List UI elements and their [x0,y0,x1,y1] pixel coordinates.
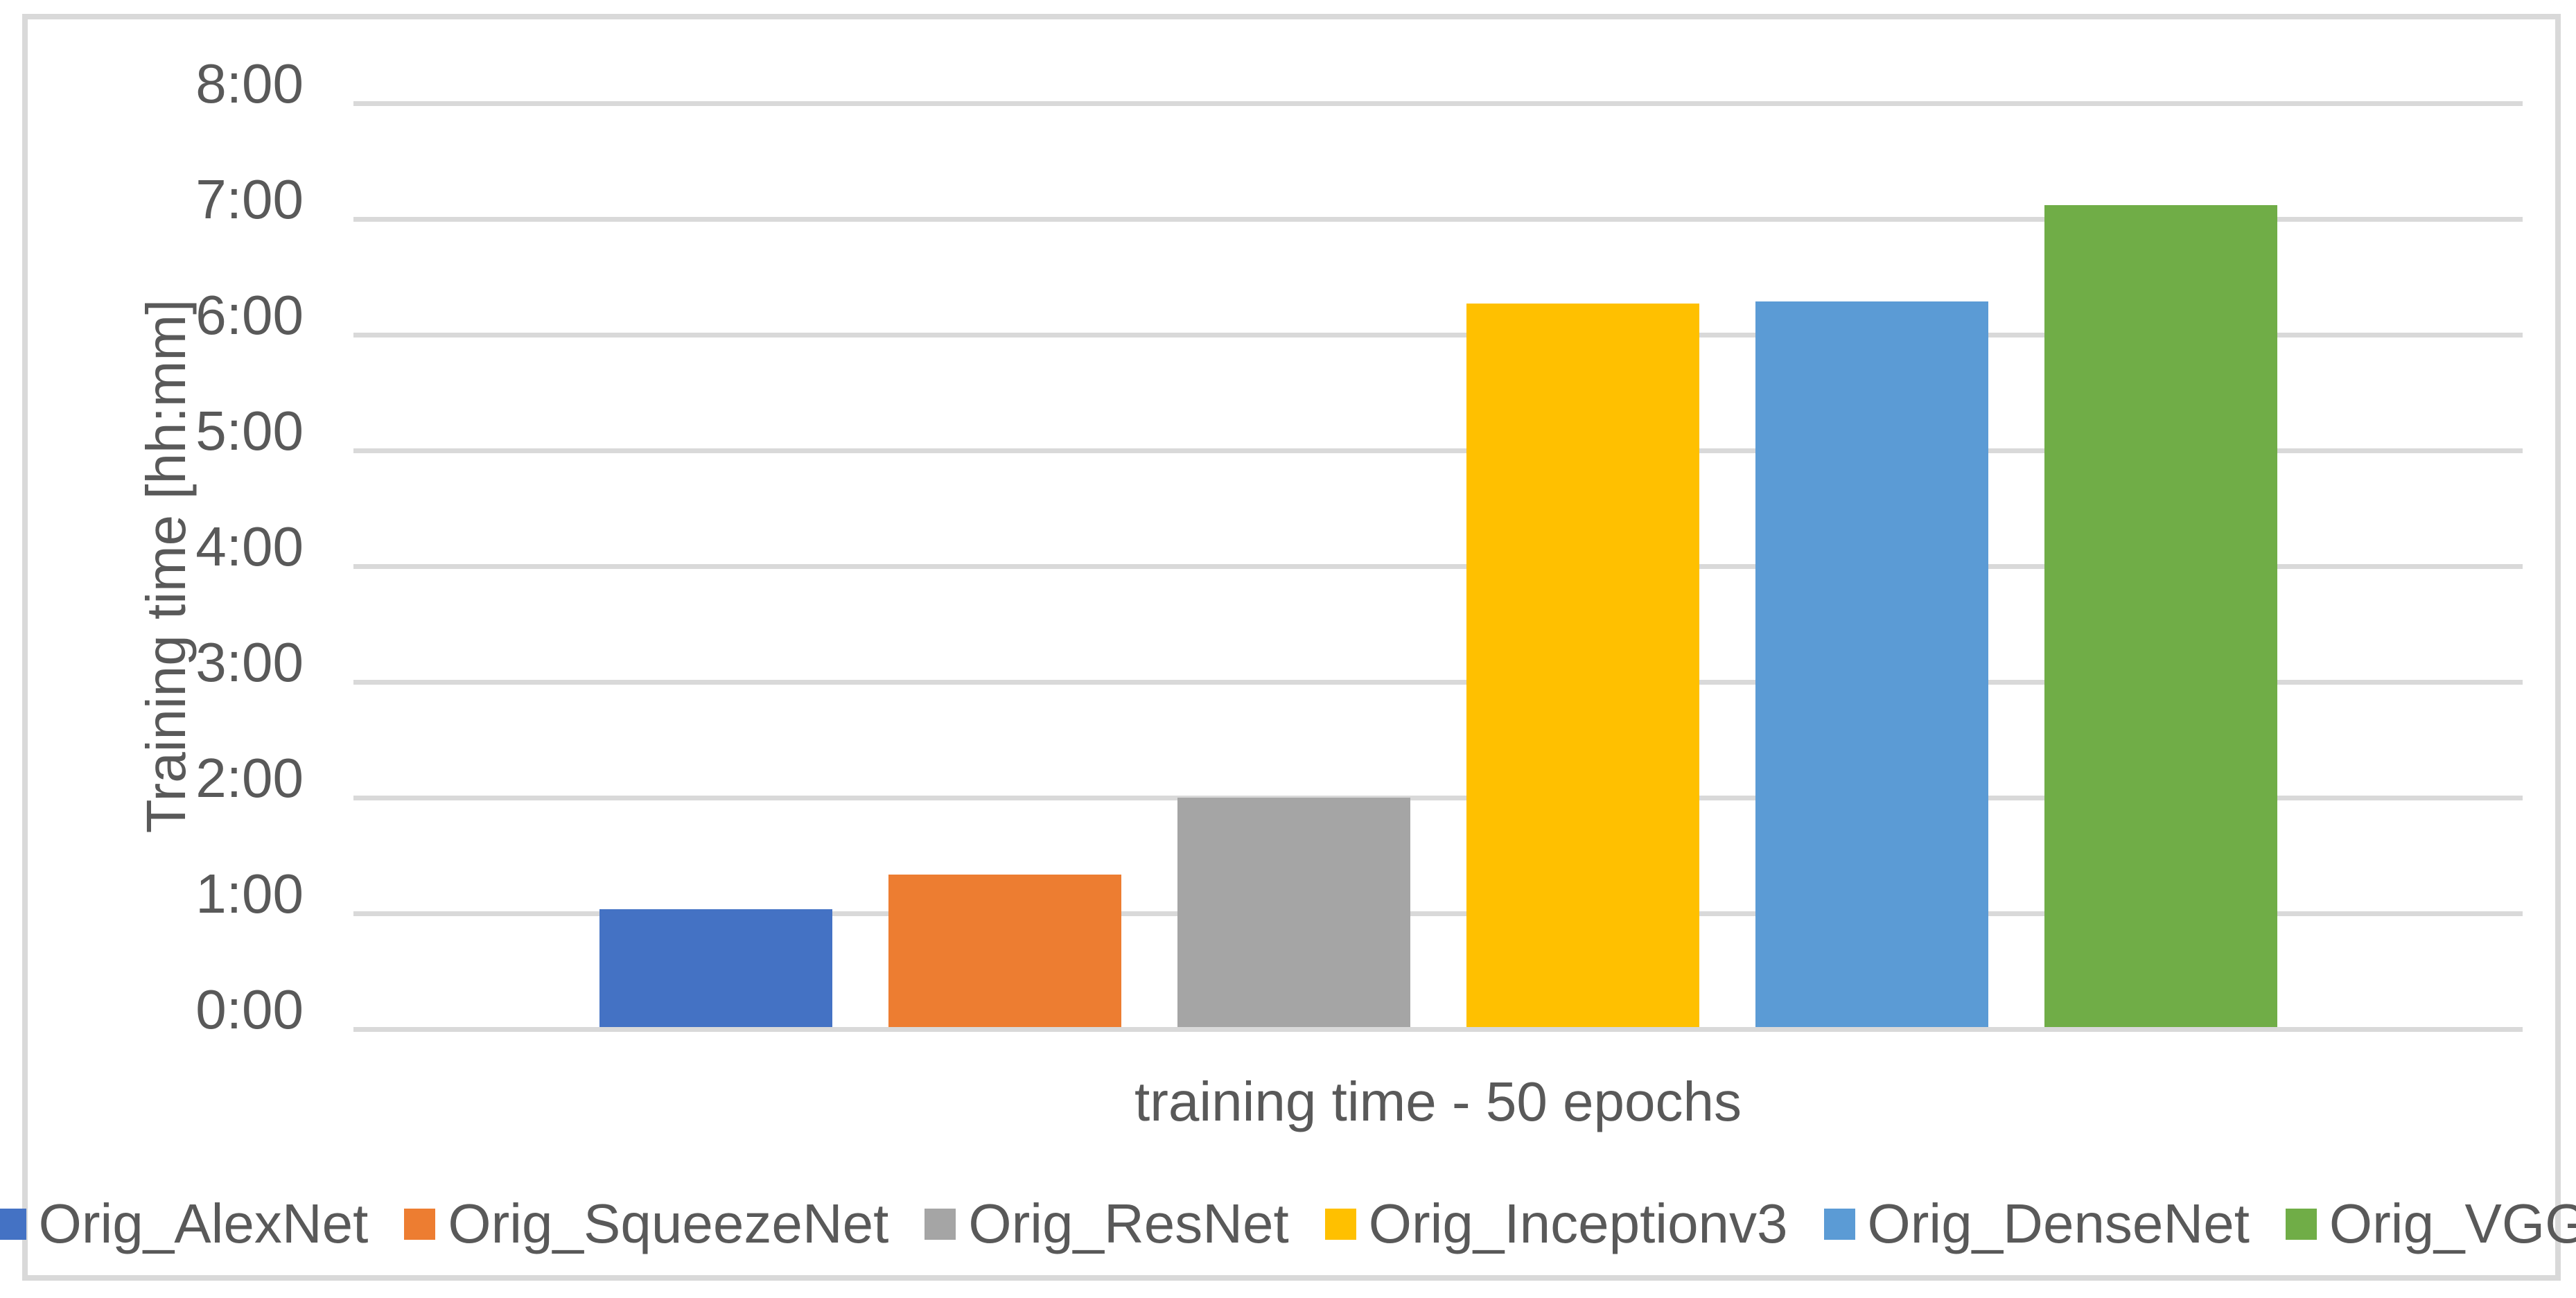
legend-label: Orig_VGG [2329,1193,2576,1254]
x-axis-label: training time - 50 epochs [1134,1071,1742,1132]
gridline-300 [353,680,2523,685]
gridline-600 [353,333,2523,337]
bar-orig_inceptionv3 [1466,304,1699,1027]
y-tick-label: 7:00 [195,168,304,230]
y-tick-label: 5:00 [195,400,304,462]
bar-orig_resnet [1177,798,1410,1027]
legend-label: Orig_DenseNet [1867,1193,2250,1254]
plot-area [353,101,2523,1032]
legend-marker-icon [2285,1208,2317,1240]
y-tick-label: 0:00 [195,979,304,1040]
legend-item-orig_resnet: Orig_ResNet [925,1191,1289,1257]
legend-marker-icon [1324,1208,1356,1240]
y-tick-label: 2:00 [195,747,304,809]
bar-orig_densenet [1755,301,1988,1027]
chart-frame: 0:00 1:00 2:00 3:00 4:00 5:00 6:00 7:00 8:00 Tra… [0,14,2576,1281]
legend: Orig_AlexNet Orig_SqueezeNet Orig_ResNet Or… [0,1191,2576,1257]
gridline-700 [353,217,2523,222]
legend-label: Orig_AlexNet [38,1193,369,1254]
legend-marker-icon [1823,1208,1855,1240]
y-tick-label: 6:00 [195,284,304,346]
y-tick-label: 3:00 [195,631,304,693]
gridline-500 [353,448,2523,453]
legend-item-orig_vgg: Orig_VGG [2285,1191,2576,1257]
bar-orig_alexnet [599,909,832,1027]
bar-orig_vgg [2044,205,2277,1027]
gridline-400 [353,564,2523,569]
y-axis-title: Training time [hh:mm] [135,299,197,834]
legend-label: Orig_SqueezeNet [448,1193,889,1254]
legend-item-orig_densenet: Orig_DenseNet [1823,1191,2250,1257]
bar-orig_squeezenet [888,875,1121,1027]
legend-label: Orig_ResNet [968,1193,1289,1254]
legend-label: Orig_Inceptionv3 [1368,1193,1788,1254]
gridline-200 [353,796,2523,800]
legend-marker-icon [925,1208,956,1240]
legend-item-orig_alexnet: Orig_AlexNet [0,1191,368,1257]
y-tick-label: 4:00 [195,516,304,577]
legend-marker-icon [0,1208,26,1240]
gridline-000 [353,1027,2523,1032]
y-tick-label: 8:00 [195,53,304,114]
gridline-100 [353,911,2523,916]
gridline-800 [353,101,2523,106]
legend-item-orig_inceptionv3: Orig_Inceptionv3 [1324,1191,1788,1257]
legend-marker-icon [404,1208,436,1240]
legend-item-orig_squeezenet: Orig_SqueezeNet [404,1191,888,1257]
y-tick-label: 1:00 [195,863,304,924]
